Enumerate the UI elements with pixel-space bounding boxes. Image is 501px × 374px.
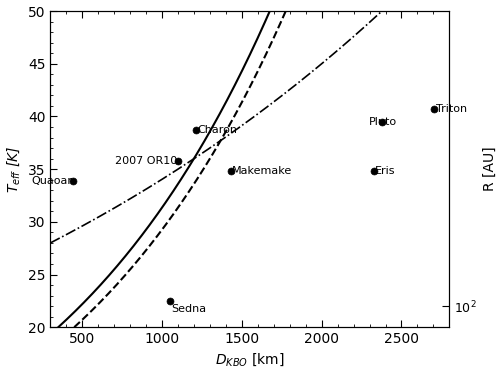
Text: 2007 OR10: 2007 OR10 <box>115 156 177 166</box>
Text: Eris: Eris <box>374 166 395 176</box>
Text: Pluto: Pluto <box>368 117 396 127</box>
Y-axis label: $T_{eff}$ [K]: $T_{eff}$ [K] <box>6 145 23 193</box>
Text: Triton: Triton <box>435 104 466 114</box>
Text: Quaoar: Quaoar <box>31 176 72 186</box>
Y-axis label: R [AU]: R [AU] <box>481 147 495 191</box>
Text: Charon: Charon <box>197 125 236 135</box>
Text: Sedna: Sedna <box>171 304 206 314</box>
X-axis label: $D_{KBO}$ [km]: $D_{KBO}$ [km] <box>215 352 284 368</box>
Text: Makemake: Makemake <box>231 166 292 176</box>
